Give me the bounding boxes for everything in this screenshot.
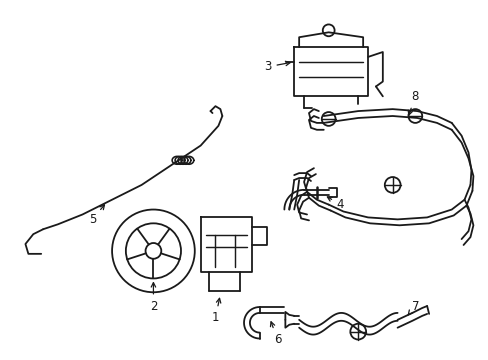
Text: 3: 3 (264, 60, 289, 73)
Text: 8: 8 (407, 90, 418, 115)
Text: 4: 4 (326, 197, 344, 211)
Text: 2: 2 (149, 283, 157, 312)
Text: 1: 1 (211, 298, 221, 324)
Text: 5: 5 (88, 205, 104, 226)
Text: 7: 7 (407, 300, 418, 315)
Text: 6: 6 (270, 322, 281, 346)
